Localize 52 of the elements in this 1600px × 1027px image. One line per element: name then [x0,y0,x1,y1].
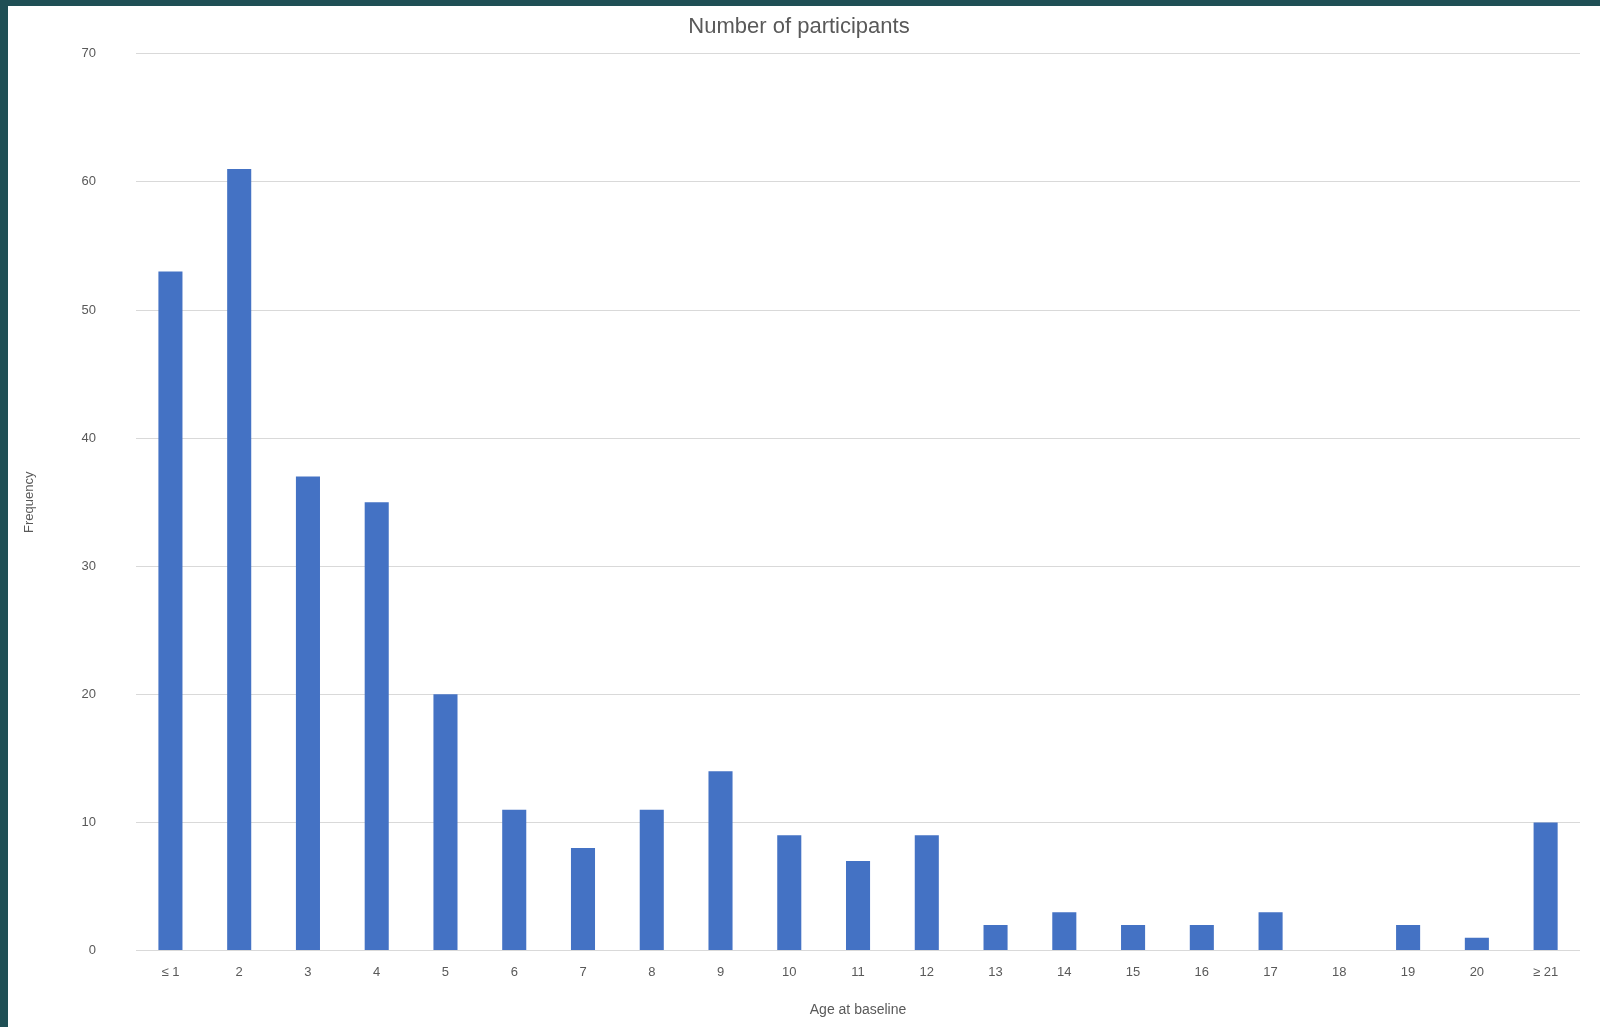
bar [295,476,320,951]
bar [639,809,664,951]
x-tick-label: 5 [441,963,450,979]
x-tick-label: 11 [851,963,865,979]
y-tick-label: 60 [81,173,97,189]
bar [570,848,596,951]
y-tick-label: 0 [88,942,97,958]
bar [433,694,458,951]
x-tick-label: 10 [782,963,797,979]
x-tick-label: 3 [304,963,312,979]
bar [1258,912,1283,951]
bar [158,271,183,951]
y-tick-label: 10 [81,814,97,830]
bar [1533,822,1558,951]
bar [364,502,389,951]
bar [1396,924,1421,951]
x-tick-label: 16 [1194,963,1210,979]
y-tick-label: 30 [81,557,97,573]
x-tick-label: 9 [716,963,725,979]
bar [846,860,871,951]
x-tick-label: 7 [579,963,587,979]
x-tick-label: 15 [1125,963,1141,979]
bar [914,835,939,951]
x-tick-label: 8 [648,963,656,979]
bar [708,771,733,951]
y-axis-title: Frequency [21,470,37,533]
x-tick-label: 13 [988,963,1003,979]
y-tick-label: 20 [81,685,97,701]
x-tick-label: ≥ 21 [1533,963,1559,979]
x-tick-label: 14 [1057,963,1072,979]
x-tick-label: 20 [1469,963,1485,979]
x-tick-label: 18 [1332,963,1347,979]
x-tick-label: ≤ 1 [161,963,180,979]
bar [1464,937,1489,951]
bar [983,924,1008,951]
x-tick-label: 2 [235,963,243,979]
bar [502,809,527,951]
x-tick-label: 4 [373,963,381,979]
bar [777,835,802,951]
y-tick-label: 50 [81,301,97,317]
x-tick-label: 17 [1263,963,1278,979]
bar [1189,924,1214,951]
bar [1121,924,1146,951]
bar [1052,912,1077,951]
chart-title: Number of participants [688,12,910,38]
x-axis-title: Age at baseline [809,1001,907,1018]
x-tick-label: 6 [510,963,518,979]
x-tick-label: 12 [919,963,935,979]
x-tick-label: 19 [1400,963,1416,979]
y-tick-label: 70 [81,45,97,61]
y-tick-label: 40 [81,429,97,445]
bar [227,169,252,951]
